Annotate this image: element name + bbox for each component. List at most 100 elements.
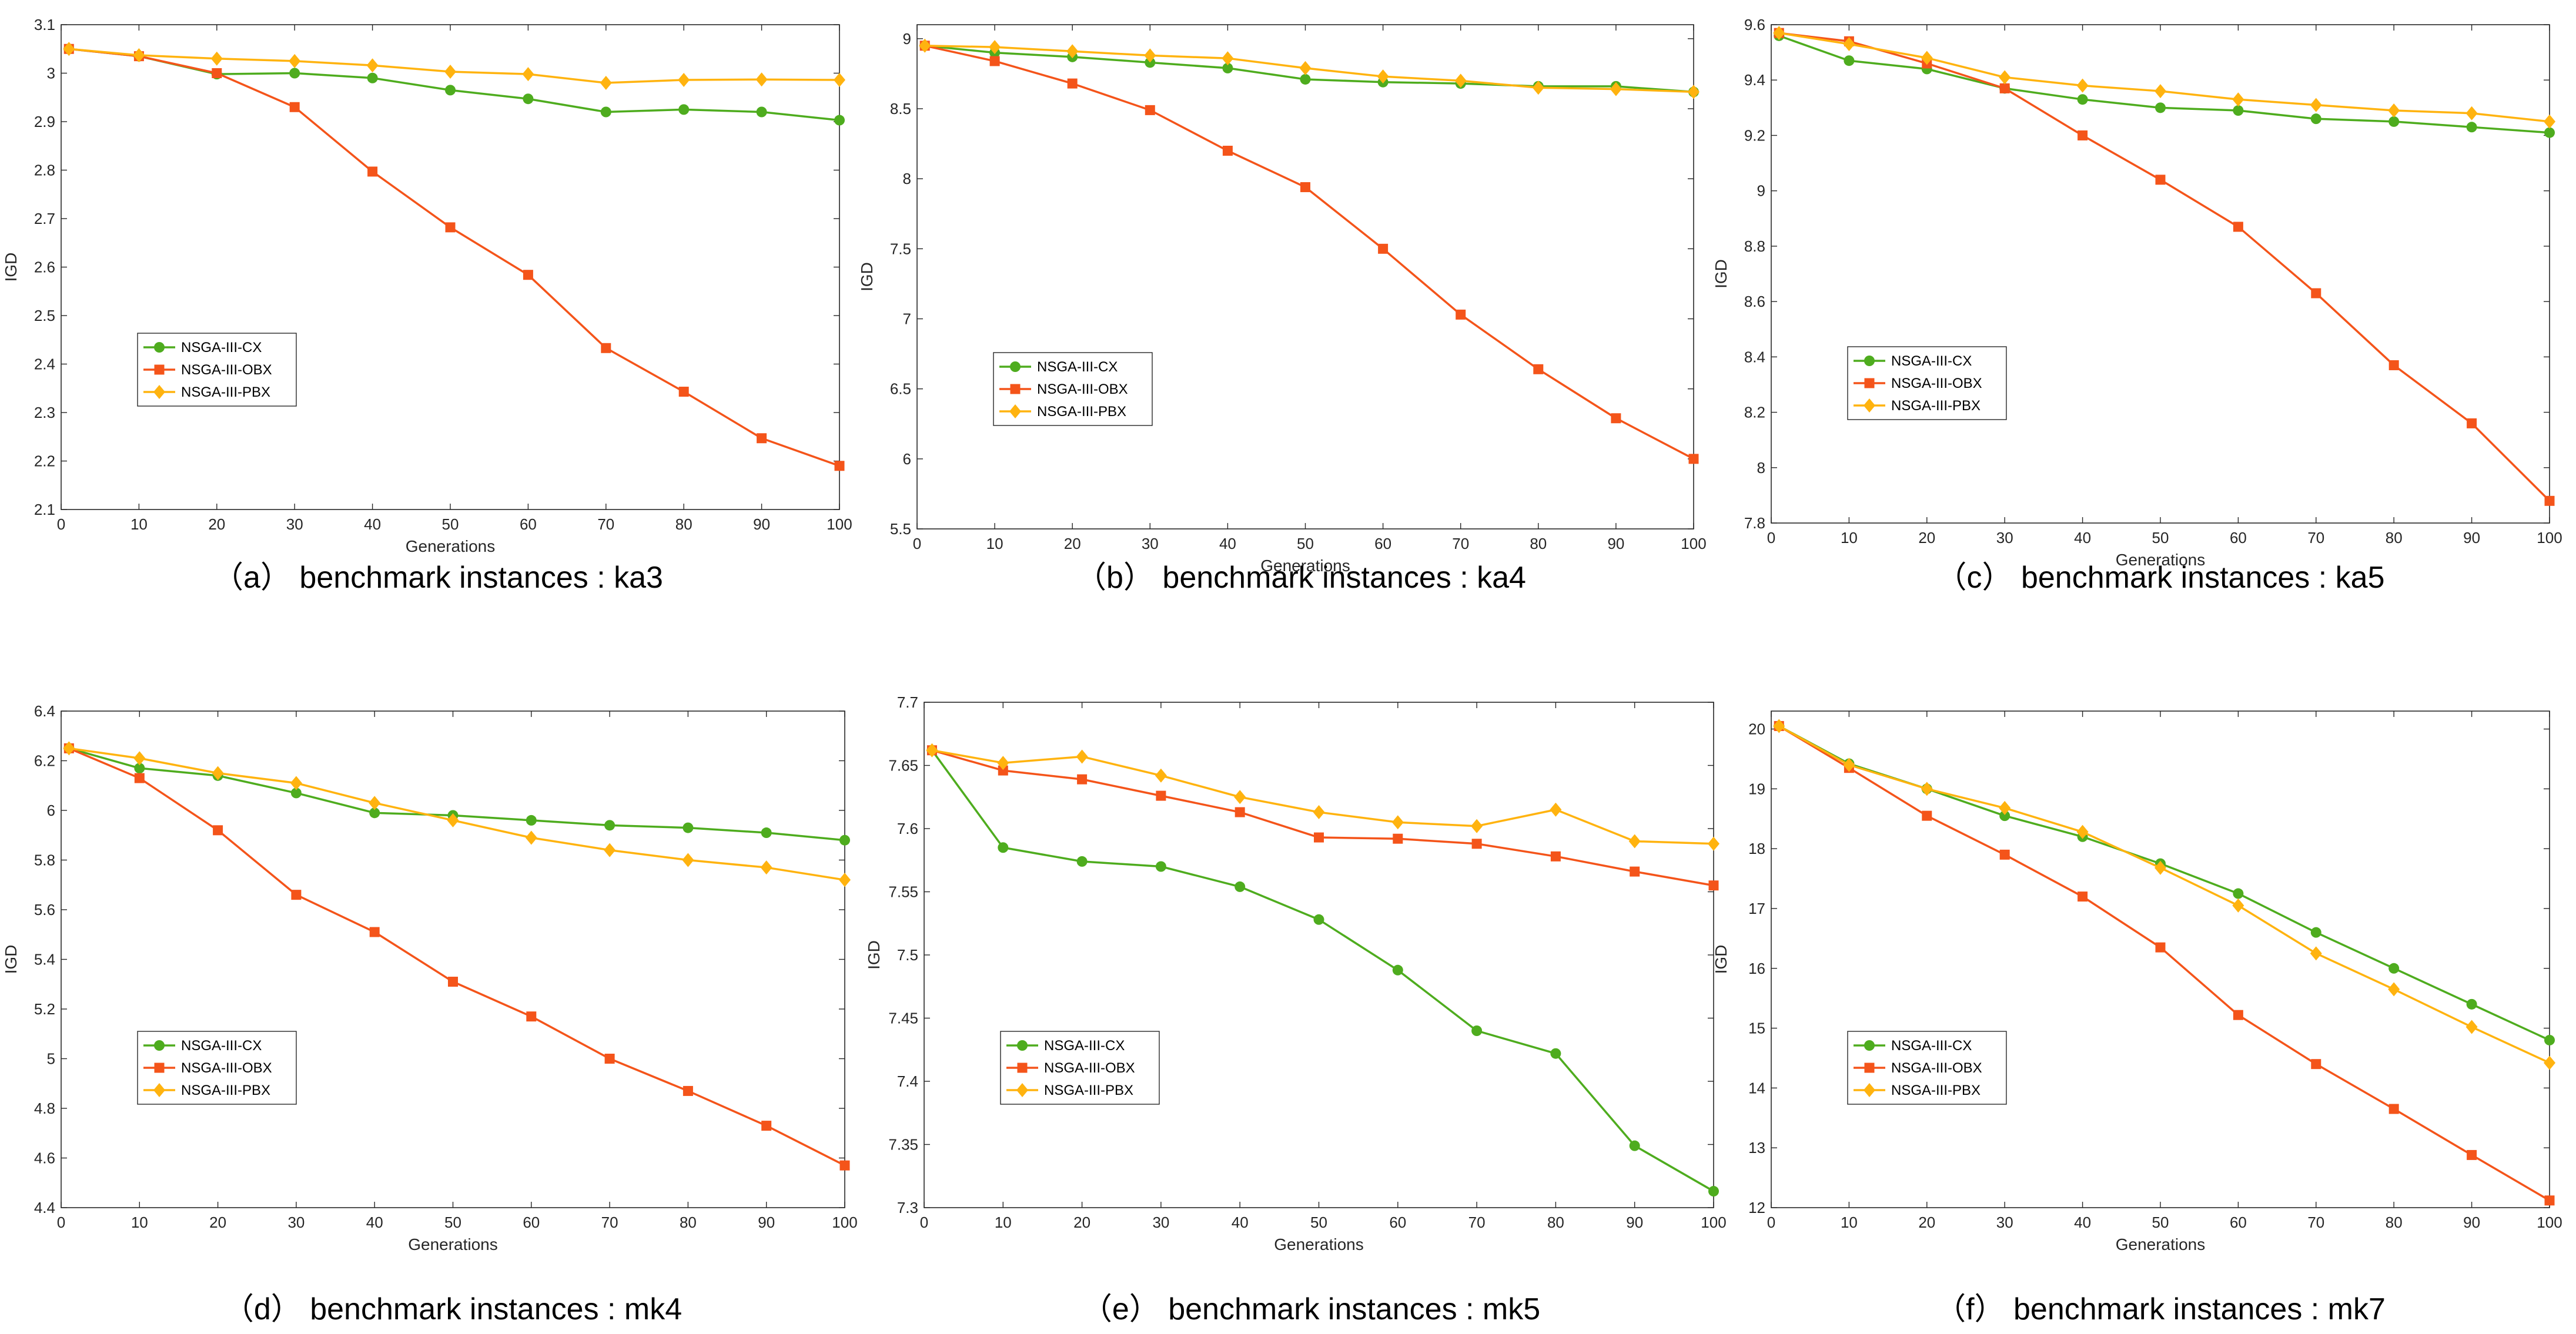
x-tick-label: 60: [520, 515, 537, 533]
data-point-nsga-iii-pbx: [2155, 84, 2166, 99]
data-point-nsga-iii-obx: [1235, 807, 1245, 817]
legend-marker: [1010, 384, 1021, 394]
data-point-nsga-iii-pbx: [444, 65, 456, 79]
data-point-nsga-iii-cx: [445, 85, 456, 96]
panel-caption: （d） benchmark instances : mk4: [223, 1292, 682, 1326]
data-point-nsga-iii-obx: [213, 825, 223, 836]
data-point-nsga-iii-obx: [1471, 839, 1482, 849]
plot-area: [1771, 24, 2550, 524]
x-tick-label: 90: [2463, 529, 2480, 547]
x-tick-label: 70: [597, 515, 614, 533]
legend-label: NSGA-III-CX: [1037, 359, 1118, 375]
legend-label: NSGA-III-OBX: [181, 1060, 272, 1076]
data-point-nsga-iii-cx: [2233, 888, 2244, 899]
data-point-nsga-iii-pbx: [2388, 982, 2400, 997]
x-tick-label: 100: [832, 1214, 857, 1231]
y-tick-label: 17: [1748, 900, 1765, 917]
x-tick-label: 10: [1841, 1214, 1858, 1231]
data-point-nsga-iii-pbx: [2388, 103, 2400, 118]
data-point-nsga-iii-obx: [2155, 942, 2166, 953]
data-point-nsga-iii-obx: [1393, 833, 1403, 844]
data-point-nsga-iii-pbx: [682, 853, 694, 867]
data-point-nsga-iii-pbx: [447, 813, 459, 827]
data-point-nsga-iii-pbx: [522, 67, 534, 82]
x-tick-label: 90: [2463, 1214, 2480, 1231]
data-point-nsga-iii-cx: [526, 815, 537, 826]
data-point-nsga-iii-pbx: [1155, 768, 1167, 783]
y-tick-label: 19: [1748, 780, 1765, 797]
data-point-nsga-iii-obx: [989, 56, 1000, 66]
x-tick-label: 100: [2537, 1214, 2562, 1231]
legend-label: NSGA-III-OBX: [1891, 376, 1982, 391]
x-tick-label: 100: [1701, 1214, 1726, 1231]
data-point-nsga-iii-cx: [1155, 861, 1166, 872]
data-point-nsga-iii-pbx: [2232, 898, 2244, 913]
y-axis-label: IGD: [858, 262, 876, 291]
chart-panel-f: 0 10 20 30 40 50 60 70 80 90 100 12 13 14 15 16 17 18 19 20…: [1712, 710, 2562, 1326]
y-tick-label: 7.7: [897, 693, 918, 711]
legend-label: NSGA-III-CX: [1891, 1038, 1972, 1054]
data-point-nsga-iii-obx: [1067, 78, 1078, 89]
y-tick-label: 7.35: [888, 1136, 918, 1154]
y-tick-label: 2.1: [34, 501, 55, 518]
x-tick-label: 60: [523, 1214, 540, 1231]
plot-area: [924, 702, 1714, 1208]
legend-label: NSGA-III-PBX: [1037, 404, 1126, 420]
data-point-nsga-iii-pbx: [1843, 36, 1855, 51]
data-point-nsga-iii-obx: [212, 68, 222, 78]
data-point-nsga-iii-cx: [678, 104, 690, 115]
data-point-nsga-iii-obx: [1300, 182, 1310, 192]
y-tick-label: 7.45: [888, 1010, 918, 1027]
data-point-nsga-iii-obx: [1922, 810, 1932, 821]
data-point-nsga-iii-pbx: [1532, 81, 1544, 95]
x-tick-label: 0: [57, 515, 65, 533]
data-point-nsga-iii-obx: [1222, 146, 1233, 156]
data-point-nsga-iii-pbx: [1708, 836, 1719, 851]
data-point-nsga-iii-pbx: [1550, 802, 1562, 817]
data-point-nsga-iii-cx: [2544, 127, 2555, 138]
legend-label: NSGA-III-CX: [181, 340, 262, 356]
data-point-nsga-iii-pbx: [839, 873, 851, 887]
y-tick-label: 5.4: [34, 951, 55, 968]
y-axis-label: IGD: [2, 945, 20, 974]
legend-marker: [153, 1083, 165, 1097]
x-tick-label: 0: [1767, 529, 1775, 547]
x-tick-label: 30: [1142, 535, 1159, 552]
data-point-nsga-iii-obx: [839, 1160, 850, 1171]
data-point-nsga-iii-pbx: [133, 48, 145, 62]
x-tick-label: 80: [680, 1214, 697, 1231]
x-tick-label: 60: [1374, 535, 1391, 552]
y-tick-label: 2.5: [34, 307, 55, 324]
legend-label: NSGA-III-OBX: [181, 362, 272, 378]
x-tick-label: 20: [1073, 1214, 1090, 1231]
data-point-nsga-iii-pbx: [1921, 51, 1933, 65]
data-point-nsga-iii-pbx: [1066, 44, 1079, 59]
legend-marker: [154, 342, 165, 353]
chart-panel-e: 0 10 20 30 40 50 60 70 80 90 100 7.3 7.35 7.4 7.45 7.5 7…: [865, 693, 1727, 1326]
x-tick-label: 0: [920, 1214, 928, 1231]
chart-panel-d: 0 10 20 30 40 50 60 70 80 90 100 4.4 4.6 4.8 5 5.2 5.4 5.…: [2, 702, 858, 1326]
data-point-nsga-iii-pbx: [1076, 749, 1088, 764]
data-point-nsga-iii-obx: [2388, 1104, 2399, 1114]
x-axis-label: Generations: [2116, 1235, 2206, 1253]
data-point-nsga-iii-pbx: [1843, 758, 1855, 772]
y-tick-label: 5.2: [34, 1000, 55, 1018]
y-tick-label: 20: [1748, 720, 1765, 738]
data-point-nsga-iii-obx: [2233, 222, 2243, 232]
data-point-nsga-iii-obx: [2155, 175, 2166, 185]
data-point-nsga-iii-cx: [2388, 963, 2400, 974]
data-point-nsga-iii-cx: [604, 820, 615, 831]
x-axis-label: Generations: [408, 1235, 498, 1253]
data-point-nsga-iii-cx: [756, 106, 767, 118]
data-point-nsga-iii-pbx: [63, 741, 75, 756]
data-point-nsga-iii-cx: [2466, 122, 2477, 133]
x-tick-label: 50: [442, 515, 459, 533]
y-axis-label: IGD: [865, 940, 883, 970]
y-tick-label: 9.2: [1744, 126, 1765, 144]
data-point-nsga-iii-cx: [2155, 102, 2166, 113]
data-point-nsga-iii-obx: [1708, 880, 1719, 891]
x-tick-label: 10: [131, 1214, 148, 1231]
data-point-nsga-iii-obx: [2388, 360, 2399, 370]
x-tick-label: 70: [1468, 1214, 1486, 1231]
data-point-nsga-iii-cx: [2466, 998, 2477, 1010]
